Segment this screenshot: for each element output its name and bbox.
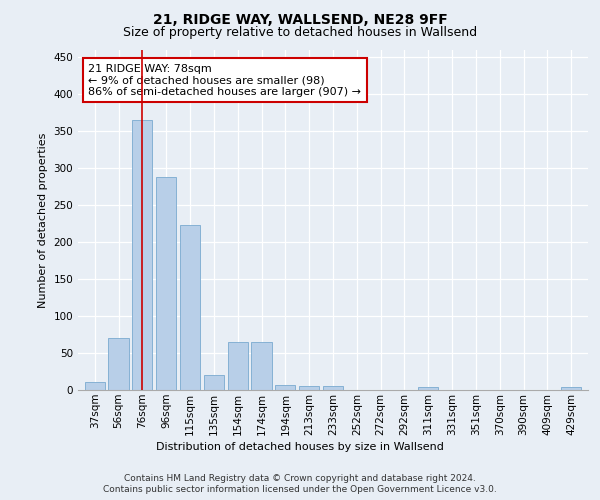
Text: 21 RIDGE WAY: 78sqm
← 9% of detached houses are smaller (98)
86% of semi-detache: 21 RIDGE WAY: 78sqm ← 9% of detached hou…: [88, 64, 361, 97]
Bar: [251, 342, 272, 390]
Bar: [109, 338, 128, 390]
Bar: [323, 386, 343, 390]
Text: Contains HM Land Registry data © Crown copyright and database right 2024.: Contains HM Land Registry data © Crown c…: [124, 474, 476, 483]
Text: Size of property relative to detached houses in Wallsend: Size of property relative to detached ho…: [123, 26, 477, 39]
Bar: [418, 387, 439, 390]
Bar: [561, 387, 581, 390]
Bar: [156, 177, 176, 390]
Bar: [299, 386, 319, 390]
Text: Contains public sector information licensed under the Open Government Licence v3: Contains public sector information licen…: [103, 485, 497, 494]
Bar: [180, 225, 200, 390]
Bar: [227, 342, 248, 390]
Bar: [204, 375, 224, 390]
Y-axis label: Number of detached properties: Number of detached properties: [38, 132, 48, 308]
Bar: [132, 120, 152, 390]
Bar: [85, 382, 105, 390]
Bar: [275, 385, 295, 390]
Text: Distribution of detached houses by size in Wallsend: Distribution of detached houses by size …: [156, 442, 444, 452]
Text: 21, RIDGE WAY, WALLSEND, NE28 9FF: 21, RIDGE WAY, WALLSEND, NE28 9FF: [152, 12, 448, 26]
